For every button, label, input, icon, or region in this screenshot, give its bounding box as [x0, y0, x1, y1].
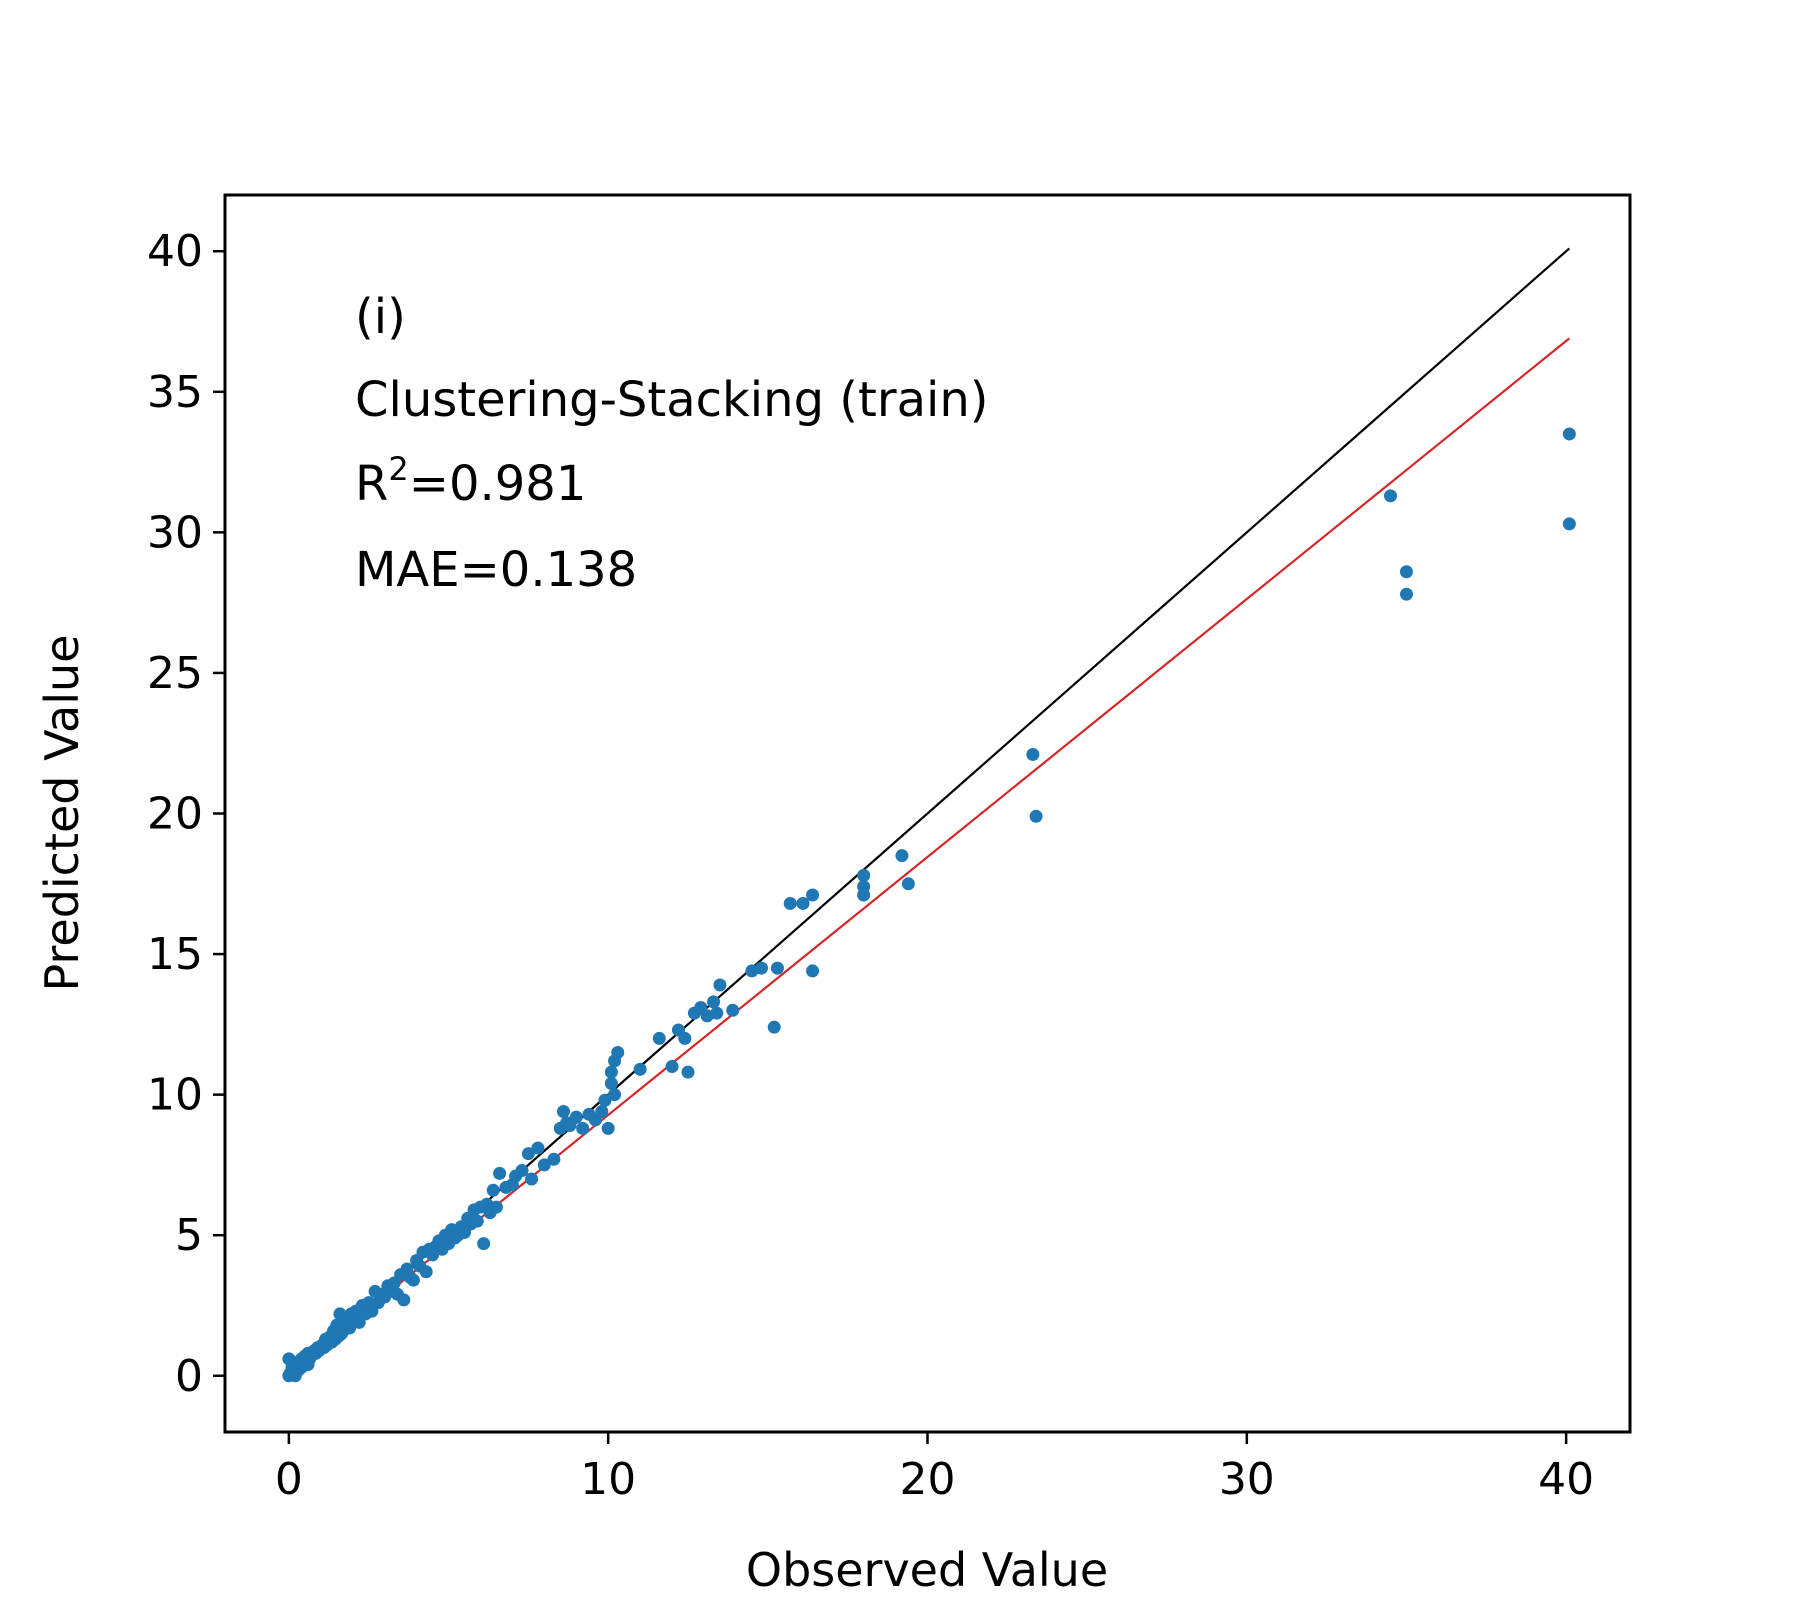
- data-point: [486, 1183, 500, 1197]
- data-point: [547, 1152, 561, 1166]
- data-point: [531, 1141, 545, 1155]
- x-tick-label: 30: [1219, 1454, 1275, 1505]
- data-point: [604, 1065, 618, 1079]
- data-point: [397, 1293, 411, 1307]
- x-tick-label: 0: [275, 1454, 303, 1505]
- data-point: [895, 849, 909, 863]
- data-point: [515, 1164, 529, 1178]
- data-point: [770, 961, 784, 975]
- axis-ticks: 0 10 20 30 40 0 5 10 15 20 25 30 35 40: [147, 226, 1594, 1505]
- data-point: [726, 1003, 740, 1017]
- data-point: [710, 1006, 724, 1020]
- data-point: [406, 1273, 420, 1287]
- data-point: [595, 1105, 609, 1119]
- data-point: [652, 1031, 666, 1045]
- data-point: [633, 1062, 647, 1076]
- y-tick-label: 10: [147, 1070, 203, 1121]
- r2-label: R2=0.981: [355, 450, 586, 512]
- data-point: [569, 1110, 583, 1124]
- y-tick-label: 5: [175, 1210, 203, 1261]
- data-point: [608, 1088, 622, 1102]
- x-tick-label: 20: [900, 1454, 956, 1505]
- data-point: [604, 1076, 618, 1090]
- data-point: [489, 1200, 503, 1214]
- data-point: [707, 995, 721, 1009]
- data-point: [576, 1121, 590, 1135]
- data-point: [783, 896, 797, 910]
- y-tick-label: 20: [147, 789, 203, 840]
- data-point: [713, 978, 727, 992]
- x-tick-label: 40: [1538, 1454, 1594, 1505]
- data-point: [681, 1065, 695, 1079]
- data-point: [521, 1147, 535, 1161]
- y-tick-label: 35: [147, 367, 203, 418]
- data-points: [282, 427, 1576, 1383]
- r2-value: =0.981: [409, 456, 587, 512]
- data-point: [493, 1166, 507, 1180]
- data-point: [537, 1158, 551, 1172]
- y-tick-label: 40: [147, 226, 203, 277]
- r2-prefix: R: [355, 456, 388, 512]
- data-point: [796, 896, 810, 910]
- panel-label: (i): [355, 289, 406, 345]
- data-point: [611, 1045, 625, 1059]
- y-axis-label: Predicted Value: [35, 635, 89, 992]
- data-point: [601, 1121, 615, 1135]
- data-point: [419, 1265, 433, 1279]
- y-tick-label: 25: [147, 648, 203, 699]
- data-point: [525, 1172, 539, 1186]
- data-point: [857, 888, 871, 902]
- data-point: [1029, 809, 1043, 823]
- data-point: [901, 877, 915, 891]
- data-point: [598, 1093, 612, 1107]
- y-tick-label: 30: [147, 507, 203, 558]
- x-axis-label: Observed Value: [746, 1543, 1108, 1597]
- x-tick-label: 10: [580, 1454, 636, 1505]
- data-point: [1384, 489, 1398, 503]
- data-point: [1562, 427, 1576, 441]
- data-point: [477, 1237, 491, 1251]
- plot-frame: [223, 193, 1632, 1434]
- fit-line: [288, 337, 1571, 1374]
- data-point: [556, 1105, 570, 1119]
- data-point: [678, 1031, 692, 1045]
- data-point: [806, 888, 820, 902]
- data-point: [1026, 747, 1040, 761]
- model-label: Clustering-Stacking (train): [355, 372, 988, 428]
- data-point: [806, 964, 820, 978]
- data-point: [767, 1020, 781, 1034]
- data-point: [1399, 565, 1413, 579]
- data-point: [470, 1214, 484, 1228]
- mae-label: MAE=0.138: [355, 542, 637, 598]
- r2-superscript: 2: [388, 450, 408, 488]
- y-tick-label: 15: [147, 929, 203, 980]
- data-point: [754, 961, 768, 975]
- y-tick-label: 0: [175, 1351, 203, 1402]
- data-point: [1399, 587, 1413, 601]
- data-point: [857, 868, 871, 882]
- data-point: [665, 1060, 679, 1074]
- data-point: [1562, 517, 1576, 531]
